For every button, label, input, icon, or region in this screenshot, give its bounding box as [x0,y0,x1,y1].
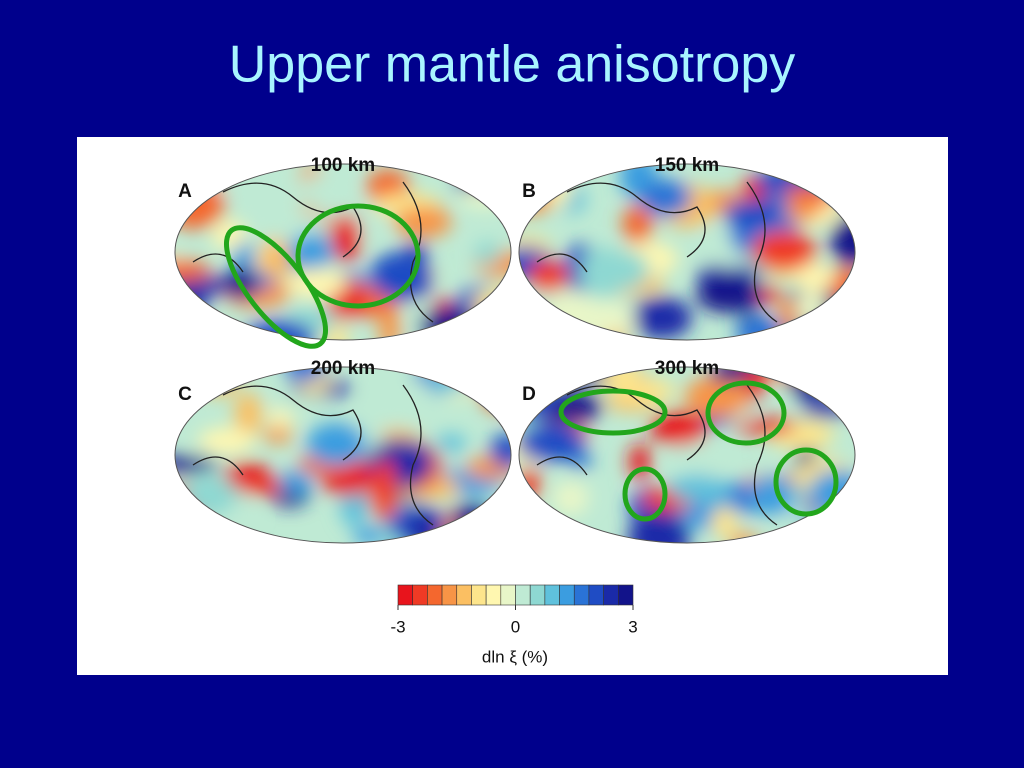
map-anomaly [711,506,738,539]
colorbar-swatch [515,584,531,606]
map-anomaly [297,174,353,210]
map-anomaly [552,480,589,516]
colorbar-swatch [412,584,428,606]
map-anomaly [273,390,295,413]
map-anomaly [435,434,467,453]
map-outline [174,163,512,341]
map-anomaly [695,276,763,313]
map-outline [518,163,856,341]
map-anomaly [279,470,313,496]
ring [295,203,421,309]
colorbar-swatch [618,584,634,606]
map-anomaly [794,263,835,293]
map-anomaly [622,204,653,244]
colorbar-swatch [588,584,604,606]
panel-letter: C [178,384,192,405]
panel-depth: 100 km [311,155,375,176]
panel-letter: D [522,384,536,405]
colorbar-tick-label: 0 [511,617,520,636]
panel-depth: 300 km [655,358,719,379]
map-anomaly [363,374,435,423]
map-anomaly [306,423,367,466]
ring [558,388,668,436]
map-anomaly [710,367,753,384]
colorbar-swatch [500,584,516,606]
map-anomaly [519,421,585,462]
map-anomaly [324,325,349,340]
map-anomaly [198,427,256,454]
colorbar-label: dln ξ (%) [482,647,548,666]
colorbar-swatch [485,584,502,606]
colorbar-tick-label: 3 [628,617,637,636]
map-anomaly [599,250,650,290]
map-anomaly [262,427,293,444]
map-anomaly [370,251,429,300]
map-anomaly [751,230,817,271]
colorbar-swatch [397,584,413,606]
ring [622,466,668,522]
map-anomaly [567,451,593,469]
map-anomaly [830,215,855,267]
map-anomaly [330,213,362,263]
colorbar-swatch [441,584,458,606]
colorbar: -3 0 3 [390,584,638,636]
panel-letter: A [178,181,192,202]
annotation-rings [223,203,839,522]
map-anomaly [776,299,799,324]
ring [773,447,839,517]
map-anomaly [667,474,731,503]
colorbar-swatch [573,584,590,606]
colorbar-swatch [456,584,472,606]
map-outline [174,366,512,544]
map-anomaly [723,199,781,228]
coastline [192,384,434,526]
map-anomaly [244,478,289,495]
map-anomaly [527,259,569,293]
colorbar-swatch [544,584,560,606]
map-anomaly [490,433,511,469]
panel-depth: 150 km [655,155,719,176]
map-anomaly [379,303,401,340]
ring [223,225,329,349]
slide-title: Upper mantle anisotropy [229,36,796,94]
map-anomaly [627,513,691,543]
colorbar-swatch [529,584,546,606]
panel-letter: B [522,181,536,202]
map-anomaly [630,296,693,340]
map-anomaly [373,458,396,508]
map-anomaly [670,438,722,478]
colorbar-swatch [559,584,575,606]
map-anomaly [650,411,709,446]
map-anomaly [234,392,262,436]
colorbar-swatch [427,584,443,606]
map [175,367,511,543]
colorbar-swatch [471,584,487,606]
map-anomaly [784,201,821,222]
map-anomaly [639,179,692,217]
colorbar-tick-label: -3 [390,617,405,636]
coastline [536,181,778,323]
panel-depth: 200 km [311,358,375,379]
ring [705,380,787,446]
map-anomaly [474,241,501,266]
coastline [192,181,434,323]
colorbar-swatch [603,584,619,606]
map-outline [518,366,856,544]
